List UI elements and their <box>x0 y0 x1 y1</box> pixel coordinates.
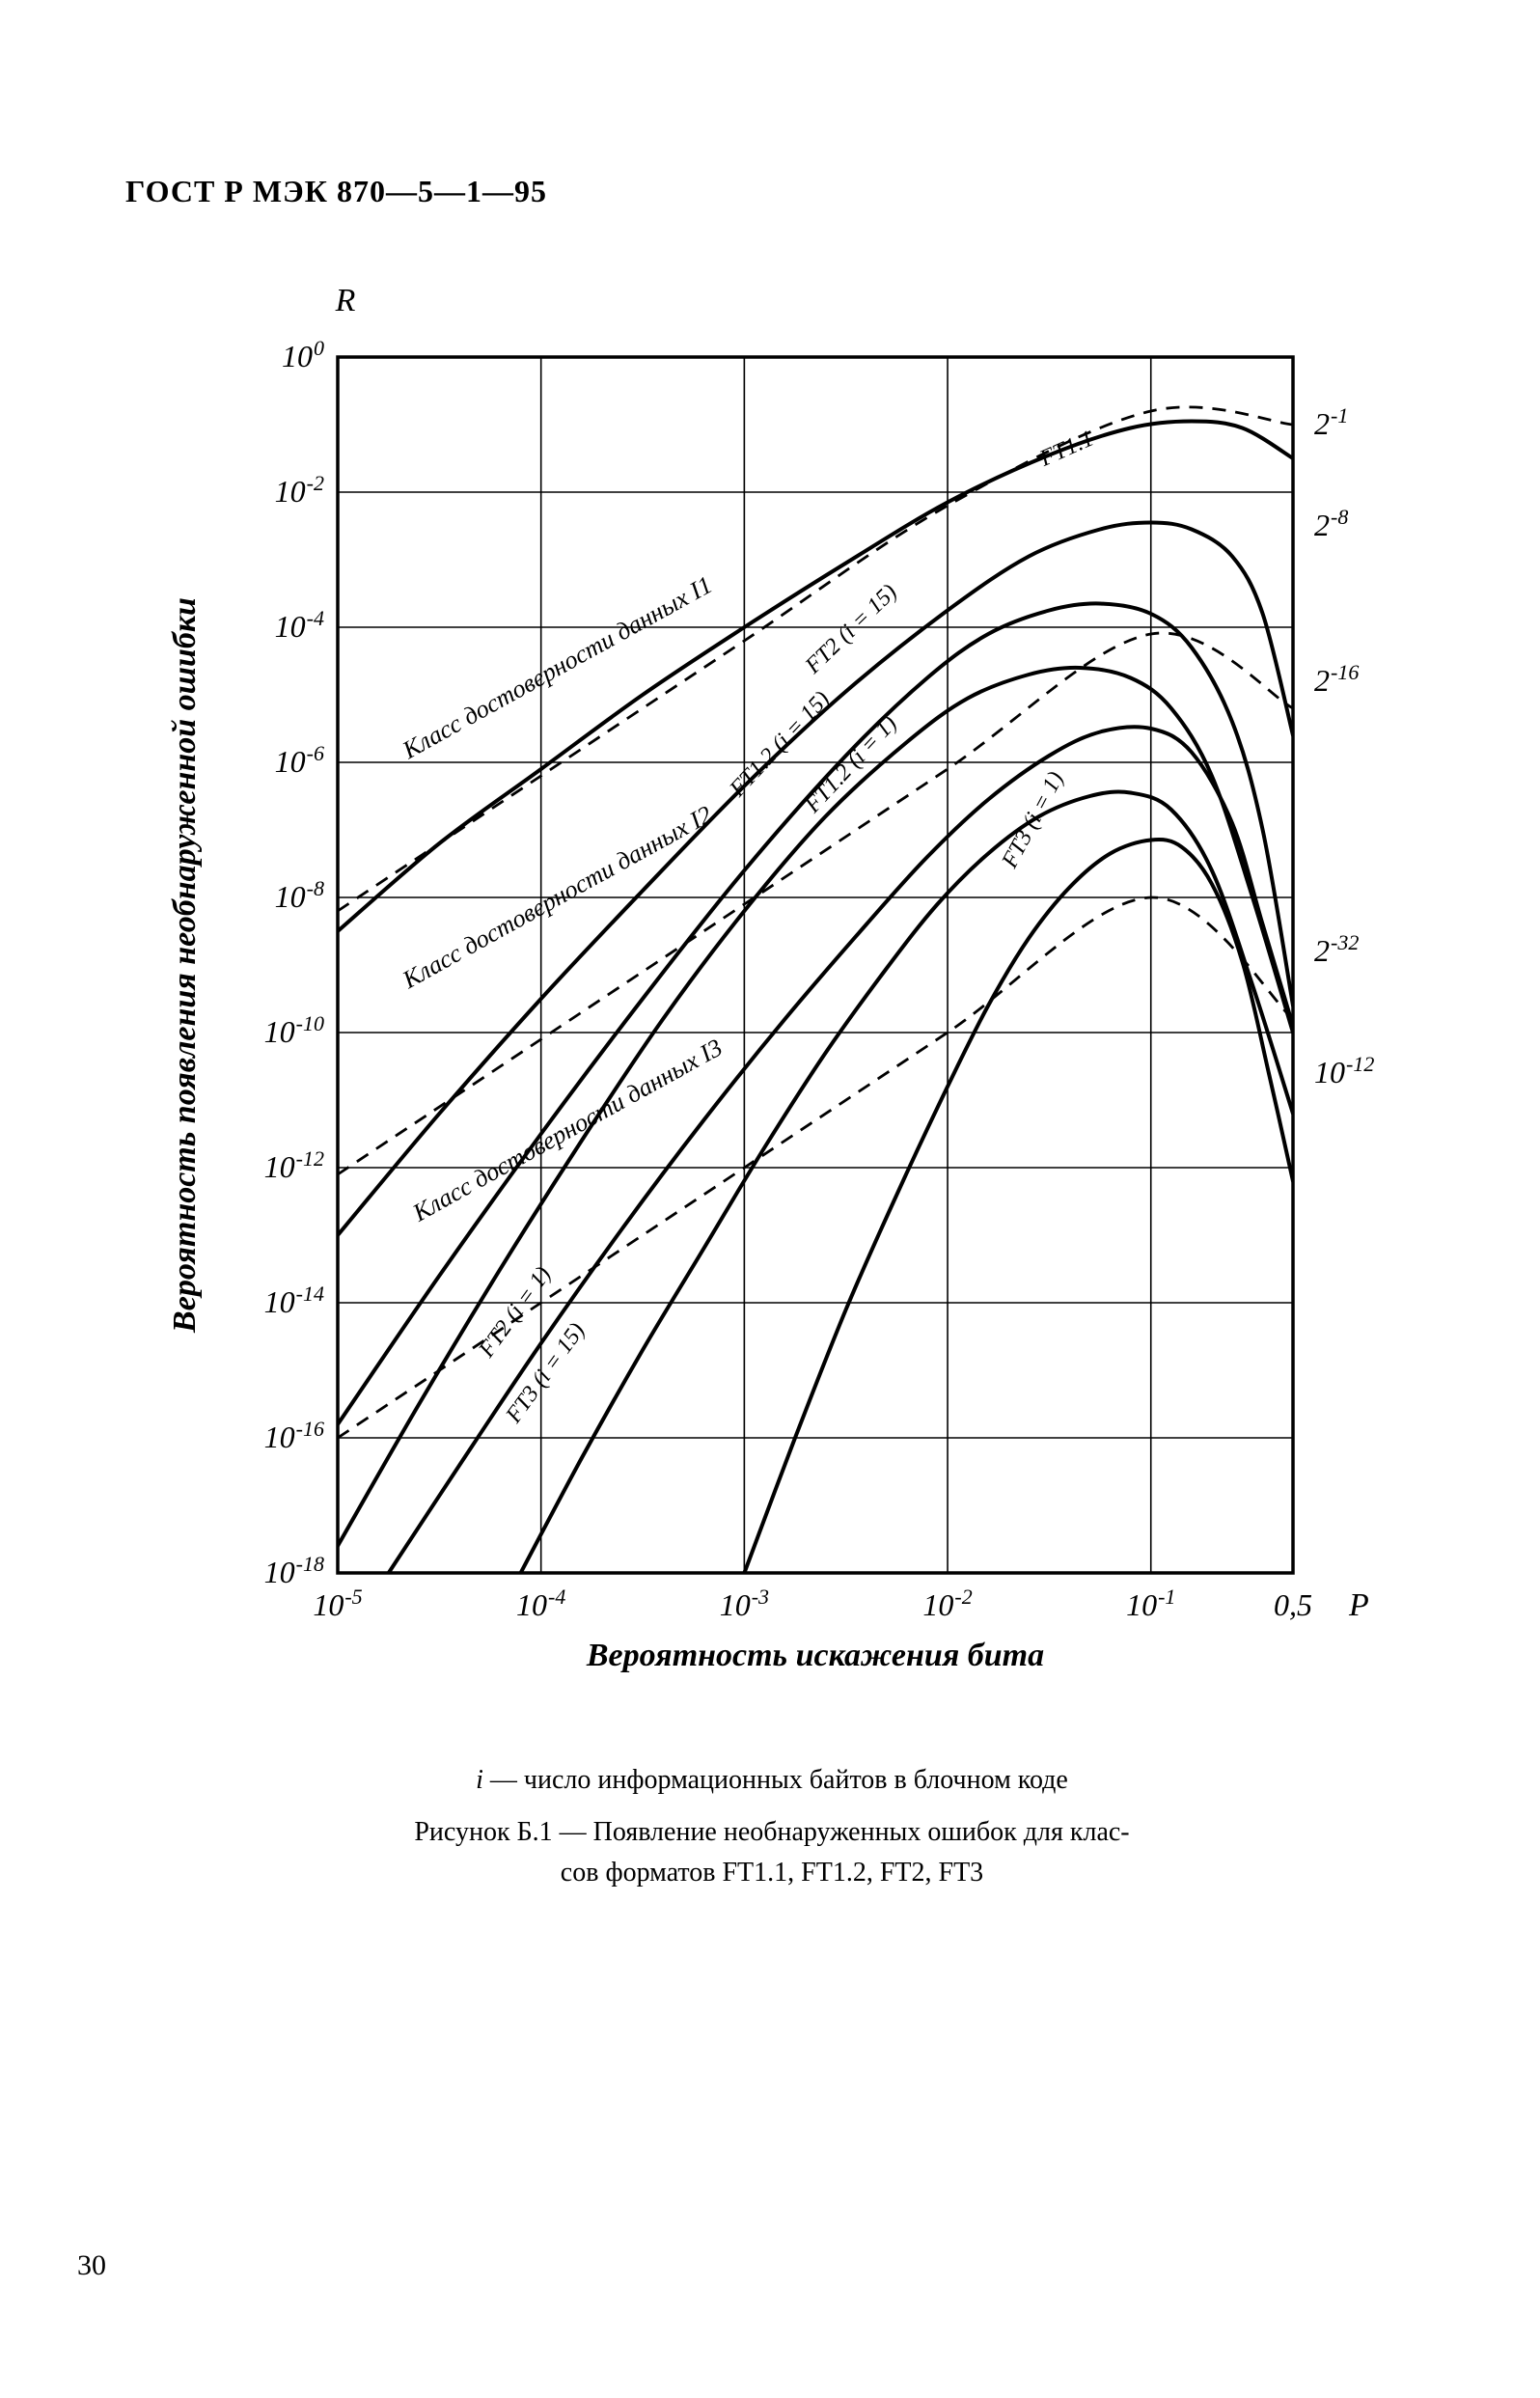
caption-line-1: Рисунок Б.1 — Появление необнаруженных о… <box>414 1817 1129 1847</box>
undetected-error-chart: 10010-210-410-610-810-1010-1210-1410-161… <box>125 270 1418 1737</box>
y-axis-title: Вероятность появления необнаруженной оши… <box>167 597 203 1334</box>
caption-line-2: сов форматов FT1.1, FT1.2, FT2, FT3 <box>561 1858 983 1888</box>
x-axis-title: Вероятность искажения бита <box>586 1638 1044 1673</box>
figure-caption: i — число информационных байтов в блочно… <box>125 1760 1418 1893</box>
page-number: 30 <box>77 2249 106 2282</box>
x-right-label: P <box>1348 1587 1369 1623</box>
xtick: 0,5 <box>1274 1587 1312 1622</box>
caption-note-text: — число информационных байтов в блочном … <box>483 1765 1068 1795</box>
caption-var: i <box>476 1765 483 1795</box>
y-top-label: R <box>335 283 356 318</box>
doc-header: ГОСТ Р МЭК 870—5—1—95 <box>125 174 547 209</box>
